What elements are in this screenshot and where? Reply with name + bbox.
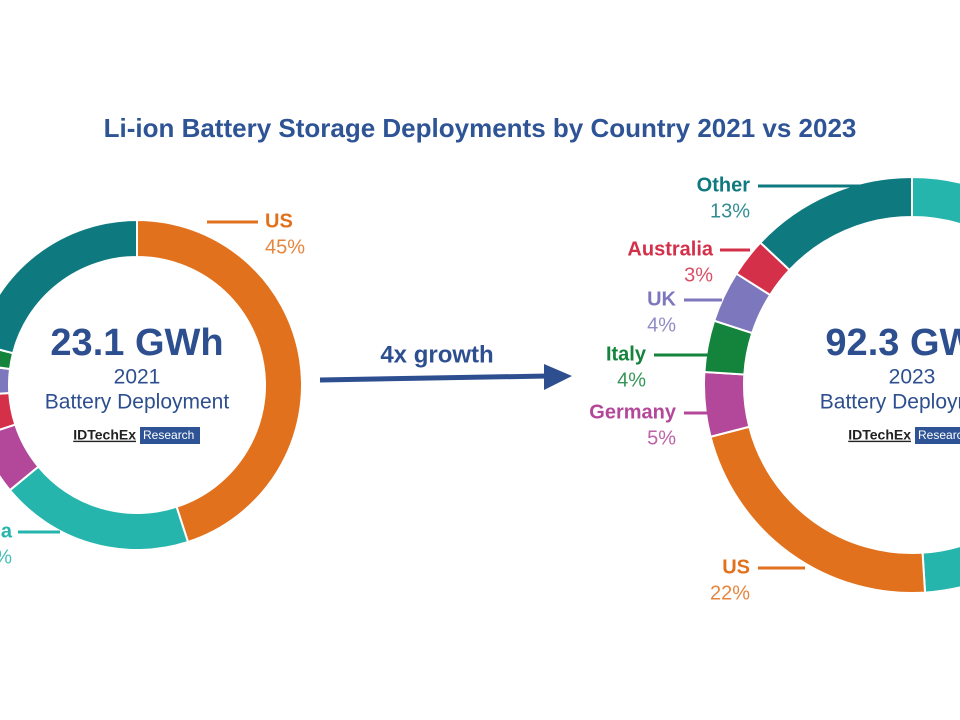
brand-badge bbox=[915, 427, 960, 444]
growth-arrow-head bbox=[544, 364, 572, 390]
value-label: 4% bbox=[647, 314, 676, 336]
value-label: 22% bbox=[710, 582, 750, 604]
donut-segment bbox=[8, 465, 190, 551]
value-label: 5% bbox=[647, 427, 676, 449]
brand-name: IDTechEx bbox=[848, 427, 911, 443]
chart-title: Li-ion Battery Storage Deployments by Co… bbox=[104, 113, 857, 143]
legend-label: China bbox=[0, 520, 13, 542]
legend-label: UK bbox=[647, 288, 676, 310]
legend-label: Australia bbox=[627, 238, 713, 260]
center-year: 2023 bbox=[889, 366, 936, 389]
legend-label: US bbox=[722, 556, 750, 578]
value-label: 13% bbox=[710, 200, 750, 222]
brand-name: IDTechEx bbox=[73, 427, 136, 443]
value-label: 19% bbox=[0, 546, 12, 568]
brand-tag: Research bbox=[143, 428, 194, 442]
center-subtitle: Battery Deployment bbox=[820, 391, 960, 414]
center-year: 2021 bbox=[114, 366, 161, 389]
donut-segment bbox=[911, 175, 960, 594]
value-label: 3% bbox=[684, 264, 713, 286]
legend-label: Other bbox=[697, 174, 751, 196]
value-label: 4% bbox=[617, 369, 646, 391]
legend-label: Italy bbox=[606, 343, 647, 365]
donut-segment bbox=[136, 218, 303, 544]
legend-label: US bbox=[265, 210, 293, 232]
donut-segment bbox=[758, 175, 913, 272]
growth-arrow-shaft bbox=[319, 373, 549, 383]
center-value: 92.3 GWh bbox=[825, 322, 960, 364]
value-label: 45% bbox=[265, 236, 305, 258]
donut-segment bbox=[703, 370, 751, 438]
center-value: 23.1 GWh bbox=[50, 322, 223, 364]
annotation: 4x growth bbox=[380, 341, 493, 368]
center-subtitle: Battery Deployment bbox=[45, 391, 230, 414]
brand-tag: Research bbox=[918, 428, 960, 442]
brand-badge bbox=[140, 427, 200, 444]
donut-segment bbox=[0, 218, 138, 355]
legend-label: Germany bbox=[589, 401, 677, 423]
